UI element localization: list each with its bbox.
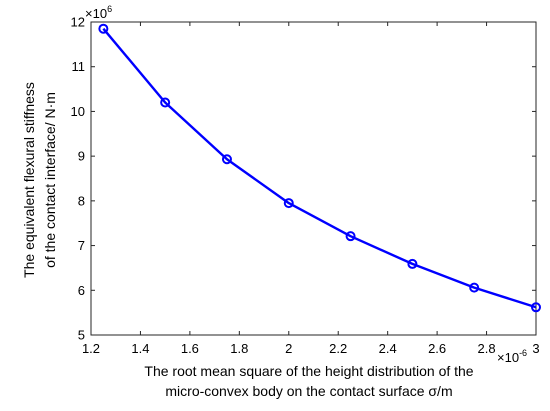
y-axis-ticks: 5 6 7 8 9 10 11 12 <box>71 15 536 343</box>
y-tick-label: 6 <box>78 283 85 298</box>
y-tick-label: 12 <box>71 15 85 30</box>
y-axis-label-line2: of the contact interface/ N·m <box>42 92 58 268</box>
y-tick-label: 10 <box>71 104 85 119</box>
data-point-marker <box>531 302 541 313</box>
x-tick-label: 2.2 <box>329 341 347 356</box>
data-point-marker <box>407 258 418 269</box>
x-tick-label: 3 <box>532 341 539 356</box>
x-tick-label: 1.8 <box>230 341 248 356</box>
y-exponent-label: ×106 <box>85 4 112 21</box>
series-layer <box>98 23 541 313</box>
y-tick-label: 7 <box>78 238 85 253</box>
x-tick-label: 2.4 <box>379 341 397 356</box>
data-point-marker <box>469 282 480 293</box>
data-point-marker <box>98 23 109 34</box>
x-tick-label: 2.6 <box>428 341 446 356</box>
data-point-marker <box>283 198 294 209</box>
y-tick-label: 9 <box>78 149 85 164</box>
y-tick-label: 8 <box>78 193 85 208</box>
x-axis-label-line1: The root mean square of the height distr… <box>144 363 473 379</box>
y-axis-label-line1: The equivalent flexural stiffness <box>21 82 37 278</box>
x-tick-label: 2.8 <box>478 341 496 356</box>
x-tick-label: 1.4 <box>131 341 149 356</box>
x-tick-label: 1.6 <box>181 341 199 356</box>
x-tick-label: 1.2 <box>82 341 100 356</box>
data-point-marker <box>160 97 171 108</box>
data-point-marker <box>221 154 232 165</box>
series-line <box>102 27 537 309</box>
x-tick-label: 2 <box>285 341 292 356</box>
x-axis-ticks: 1.2 1.4 1.6 1.8 2 2.2 2.4 2.6 2.8 3 <box>82 22 540 356</box>
x-axis-label-line2: micro-convex body on the contact surface… <box>165 383 452 399</box>
data-point-marker <box>345 231 356 242</box>
y-tick-label: 11 <box>72 59 86 74</box>
y-tick-label: 5 <box>78 328 85 343</box>
x-exponent-label: ×10-6 <box>497 348 527 365</box>
